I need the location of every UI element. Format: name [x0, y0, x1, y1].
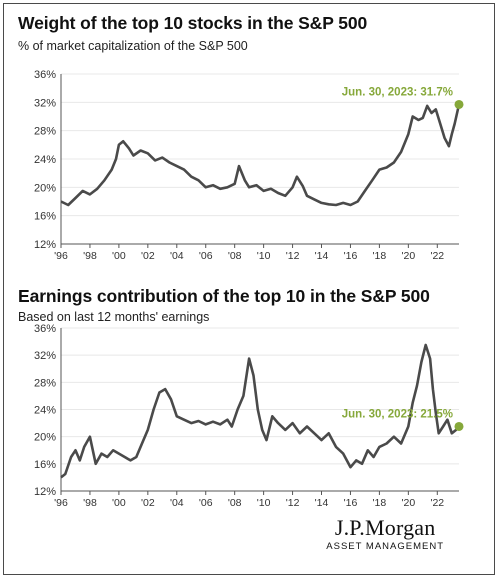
x-tick-label: '96: [54, 250, 68, 262]
y-tick-label: 24%: [34, 154, 56, 166]
x-tick-label: '14: [315, 497, 329, 509]
series-line: [60, 343, 460, 479]
x-tick-label: '18: [373, 250, 387, 262]
x-tick-label: '22: [430, 250, 444, 262]
y-tick-label: 32%: [34, 350, 56, 362]
brand-subtitle: ASSET MANAGEMENT: [326, 541, 444, 552]
series-line: [60, 104, 461, 207]
x-tick-label: '04: [170, 250, 184, 262]
brand-logo: J.P.Morgan ASSET MANAGEMENT: [326, 515, 444, 552]
chart-1-title: Weight of the top 10 stocks in the S&P 5…: [18, 13, 368, 33]
x-tick-label: '98: [83, 497, 97, 509]
x-tick-label: '98: [83, 250, 97, 262]
chart-2-plot: 12% 16% 20% 24% 28% 32% 36% '96 '98 '00 '02 '04 '06 '…: [34, 323, 464, 509]
x-tick-label: '12: [286, 497, 300, 509]
x-tick-label: '08: [228, 497, 242, 509]
x-tick-label: '16: [344, 250, 358, 262]
y-tick-label: 12%: [34, 486, 56, 498]
latest-value-annotation: Jun. 30, 2023: 31.7%: [342, 86, 453, 98]
x-tick-label: '22: [430, 497, 444, 509]
x-tick-label: '04: [170, 497, 184, 509]
chart-1-plot: 12% 16% 20% 24% 28% 32% 36% '96 '98 '00 '02 '04 '06 '…: [34, 69, 464, 262]
chart-frame: Weight of the top 10 stocks in the S&P 5…: [3, 3, 495, 575]
chart-1-subtitle: % of market capitalization of the S&P 50…: [18, 39, 248, 53]
y-tick-label: 28%: [34, 126, 56, 138]
x-tick-label: '00: [112, 497, 126, 509]
brand-name: J.P.Morgan: [334, 515, 436, 540]
x-tick-label: '96: [54, 497, 68, 509]
x-tick-label: '06: [199, 250, 213, 262]
chart-2-subtitle: Based on last 12 months' earnings: [18, 310, 210, 324]
x-tick-label: '06: [199, 497, 213, 509]
x-tick-label: '14: [315, 250, 329, 262]
y-tick-label: 36%: [34, 323, 56, 335]
x-tick-label: '00: [112, 250, 126, 262]
x-tick-label: '20: [402, 497, 416, 509]
latest-value-annotation: Jun. 30, 2023: 21.5%: [342, 408, 453, 420]
x-tick-label: '10: [257, 497, 271, 509]
y-tick-label: 16%: [34, 211, 56, 223]
y-tick-label: 36%: [34, 69, 56, 81]
latest-point-marker: [454, 99, 464, 109]
x-tick-label: '20: [402, 250, 416, 262]
y-tick-label: 12%: [34, 239, 56, 251]
x-tick-label: '08: [228, 250, 242, 262]
x-tick-label: '10: [257, 250, 271, 262]
x-tick-label: '02: [141, 250, 155, 262]
latest-point-marker: [454, 421, 464, 431]
x-tick-label: '16: [344, 497, 358, 509]
y-tick-label: 24%: [34, 405, 56, 417]
x-tick-label: '12: [286, 250, 300, 262]
x-tick-label: '18: [373, 497, 387, 509]
chart-2-title: Earnings contribution of the top 10 in t…: [18, 286, 430, 306]
y-tick-label: 28%: [34, 377, 56, 389]
y-tick-label: 20%: [34, 432, 56, 444]
y-tick-label: 20%: [34, 182, 56, 194]
y-tick-label: 32%: [34, 97, 56, 109]
y-tick-label: 16%: [34, 459, 56, 471]
x-tick-label: '02: [141, 497, 155, 509]
